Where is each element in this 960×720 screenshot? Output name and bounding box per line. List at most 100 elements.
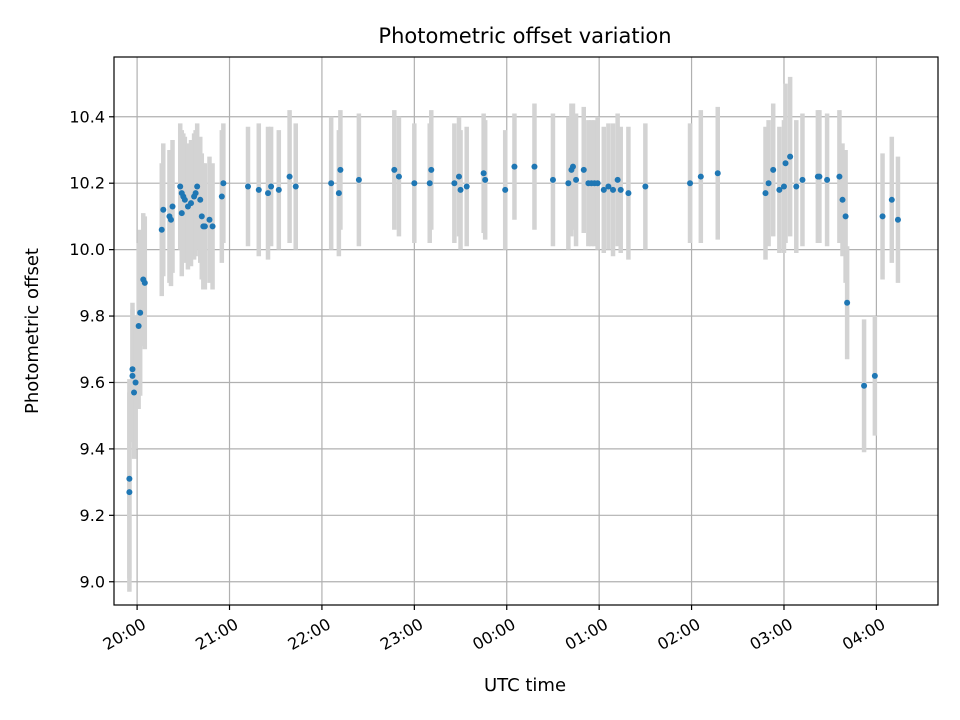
data-point [617, 186, 624, 193]
data-point [129, 372, 136, 379]
data-point [531, 163, 538, 170]
data-point [158, 226, 165, 233]
data-point [463, 183, 470, 190]
data-point [482, 176, 489, 183]
data-point [197, 196, 204, 203]
data-point [169, 203, 176, 210]
data-point [502, 186, 509, 193]
y-tick-label: 9.2 [80, 506, 105, 525]
data-point [160, 206, 167, 213]
data-point [411, 180, 418, 187]
data-point [428, 166, 435, 173]
data-point [549, 176, 556, 183]
data-point [610, 186, 617, 193]
data-point [141, 279, 148, 286]
data-point [451, 180, 458, 187]
data-point [255, 186, 262, 193]
data-point [879, 213, 886, 220]
data-point [842, 213, 849, 220]
data-point [776, 186, 783, 193]
data-point [614, 176, 621, 183]
data-point [573, 176, 580, 183]
data-point [126, 475, 133, 482]
data-point [178, 210, 185, 217]
data-point [335, 190, 342, 197]
data-point [132, 379, 139, 386]
data-point [871, 372, 878, 379]
data-point [780, 183, 787, 190]
data-point [244, 183, 251, 190]
data-point [457, 186, 464, 193]
data-point [565, 180, 572, 187]
data-point [787, 153, 794, 160]
data-point [605, 183, 612, 190]
y-tick-label: 9.6 [80, 373, 105, 392]
data-point [198, 213, 205, 220]
data-point [888, 196, 895, 203]
data-point [687, 180, 694, 187]
data-point [192, 190, 199, 197]
data-point [177, 183, 184, 190]
data-point [714, 170, 721, 177]
data-point [697, 173, 704, 180]
data-point [395, 173, 402, 180]
data-point [129, 366, 136, 373]
y-axis: 9.0 9.2 9.4 9.6 9.8 10.0 10.2 10.4 [69, 107, 114, 591]
data-points [126, 153, 901, 496]
data-point [625, 190, 632, 197]
plot-area [114, 57, 938, 605]
data-point [770, 166, 777, 173]
data-point [765, 180, 772, 187]
data-point [642, 183, 649, 190]
data-point [218, 193, 225, 200]
data-point [275, 186, 282, 193]
data-point [839, 196, 846, 203]
data-point [126, 489, 133, 496]
data-point [480, 170, 487, 177]
data-point [600, 186, 607, 193]
data-point [135, 323, 142, 330]
y-tick-label: 10.4 [69, 107, 105, 126]
y-tick-label: 9.8 [80, 307, 105, 326]
data-point [782, 160, 789, 167]
data-point [286, 173, 293, 180]
data-point [456, 173, 463, 180]
data-point [194, 183, 201, 190]
data-point [762, 190, 769, 197]
data-point [201, 223, 208, 230]
data-point [793, 183, 800, 190]
y-tick-label: 10.0 [69, 240, 105, 259]
data-point [167, 216, 174, 223]
data-point [594, 180, 601, 187]
data-point [268, 183, 275, 190]
data-point [580, 166, 587, 173]
data-point [861, 382, 868, 389]
data-point [894, 216, 901, 223]
y-tick-label: 10.2 [69, 174, 105, 193]
data-point [206, 216, 213, 223]
data-point [426, 180, 433, 187]
data-point [836, 173, 843, 180]
y-axis-label: Photometric offset [22, 248, 43, 414]
data-point [355, 176, 362, 183]
x-axis-label: UTC time [484, 675, 566, 696]
data-point [209, 223, 216, 230]
data-point [328, 180, 335, 187]
data-point [569, 163, 576, 170]
y-tick-label: 9.0 [80, 572, 105, 591]
data-point [188, 200, 195, 207]
data-point [131, 389, 138, 396]
chart-title: Photometric offset variation [378, 24, 671, 48]
data-point [181, 196, 188, 203]
y-tick-label: 9.4 [80, 439, 105, 458]
data-point [799, 176, 806, 183]
data-point [824, 176, 831, 183]
data-point [511, 163, 518, 170]
data-point [137, 309, 144, 316]
data-point [265, 190, 272, 197]
data-point [816, 173, 823, 180]
data-point [844, 299, 851, 306]
data-point [337, 166, 344, 173]
data-point [220, 180, 227, 187]
